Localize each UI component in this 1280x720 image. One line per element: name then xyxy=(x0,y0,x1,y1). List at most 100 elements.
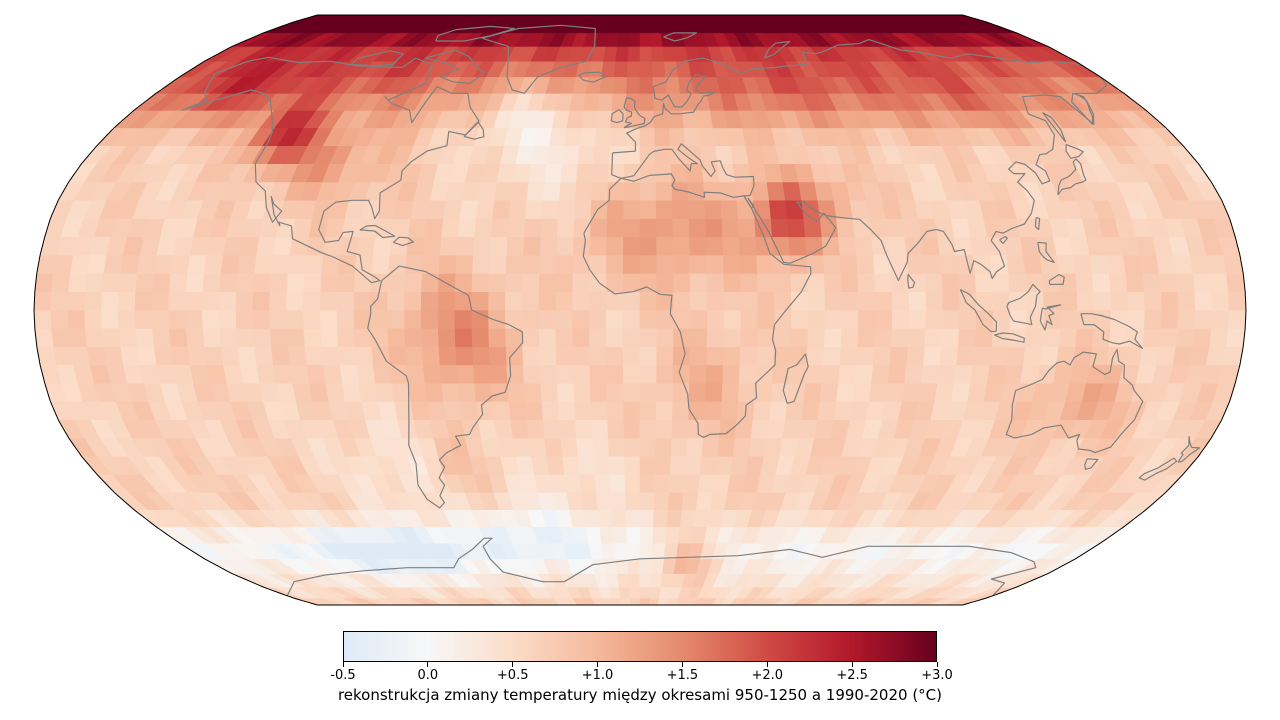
grid-cell xyxy=(151,309,170,329)
grid-cell xyxy=(202,327,222,347)
grid-cell xyxy=(937,364,957,384)
coastline xyxy=(623,97,646,129)
grid-cell xyxy=(806,346,825,366)
grid-cell xyxy=(387,327,406,347)
coastline xyxy=(1084,458,1099,470)
grid-cell xyxy=(202,309,221,329)
grid-cell xyxy=(421,273,440,293)
grid-cell xyxy=(648,597,660,605)
grid-cell xyxy=(269,291,288,311)
grid-cell xyxy=(549,474,568,493)
grid-cell xyxy=(656,382,674,402)
grid-cell xyxy=(235,291,254,311)
grid-cell xyxy=(475,401,495,421)
grid-cell xyxy=(303,291,321,311)
grid-cell xyxy=(1093,309,1112,329)
grid-cell xyxy=(353,291,372,311)
grid-cell xyxy=(1006,254,1026,274)
grid-cell xyxy=(655,401,674,421)
grid-cell xyxy=(656,364,674,384)
grid-cell xyxy=(471,327,490,347)
grid-cell xyxy=(574,199,592,219)
grid-cell xyxy=(465,15,489,23)
grid-cell xyxy=(824,309,843,329)
grid-cell xyxy=(939,254,959,274)
grid-cell xyxy=(589,309,607,329)
grid-cell xyxy=(69,346,91,366)
grid-cell xyxy=(405,346,424,366)
world-map xyxy=(33,14,1247,606)
grid-cell xyxy=(626,76,641,94)
grid-cell xyxy=(319,291,338,311)
grid-cell xyxy=(1209,273,1229,293)
grid-cell xyxy=(370,291,389,311)
grid-cell xyxy=(525,401,544,421)
grid-cell xyxy=(958,273,977,293)
grid-cell xyxy=(688,382,707,402)
grid-cell xyxy=(827,15,853,23)
grid-cell xyxy=(833,199,854,219)
grid-cell xyxy=(657,15,670,23)
grid-cell xyxy=(308,382,330,402)
grid-cell xyxy=(629,21,641,34)
grid-cell xyxy=(606,327,624,347)
grid-cell xyxy=(722,236,741,256)
grid-cell xyxy=(764,15,786,23)
grid-cell xyxy=(887,364,907,384)
grid-cell xyxy=(1059,291,1078,311)
grid-cell xyxy=(490,382,510,402)
grid-cell xyxy=(937,236,957,256)
grid-cell xyxy=(325,382,346,402)
grid-cell xyxy=(615,46,629,62)
grid-cell xyxy=(667,491,685,510)
grid-cell xyxy=(627,558,641,574)
colorbar-tick xyxy=(936,662,938,667)
grid-cell xyxy=(84,291,103,311)
grid-cell xyxy=(672,218,690,238)
coastline xyxy=(1048,273,1065,285)
grid-cell xyxy=(639,364,657,384)
grid-cell xyxy=(1211,309,1230,329)
grid-cell xyxy=(273,236,294,256)
grid-cell xyxy=(576,437,594,457)
grid-cell xyxy=(1228,291,1246,311)
grid-cell xyxy=(738,236,757,256)
grid-cell xyxy=(654,455,672,475)
grid-cell xyxy=(609,474,626,493)
grid-cell xyxy=(589,273,607,293)
grid-cell xyxy=(623,218,641,238)
grid-cell xyxy=(701,163,720,183)
grid-cell xyxy=(594,127,612,146)
grid-cell xyxy=(478,181,498,201)
grid-cell xyxy=(1156,254,1177,274)
grid-cell xyxy=(292,218,313,238)
grid-cell xyxy=(337,273,356,293)
grid-cell xyxy=(689,254,708,274)
grid-cell xyxy=(599,526,615,544)
grid-cell xyxy=(423,236,442,256)
grid-cell xyxy=(838,236,857,256)
grid-cell xyxy=(555,273,574,293)
grid-cell xyxy=(581,491,599,510)
grid-cell xyxy=(67,291,86,311)
grid-cell xyxy=(836,218,856,238)
grid-cell xyxy=(118,273,138,293)
grid-cell xyxy=(34,327,54,347)
grid-cell xyxy=(354,346,374,366)
grid-cell xyxy=(609,127,626,146)
grid-cell xyxy=(34,309,52,329)
grid-cell xyxy=(958,327,977,347)
grid-cell xyxy=(540,382,559,402)
grid-cell xyxy=(606,273,624,293)
grid-cell xyxy=(889,346,909,366)
grid-cell xyxy=(756,327,775,347)
grid-cell xyxy=(437,15,461,23)
grid-cell xyxy=(719,15,738,23)
grid-cell xyxy=(1172,254,1194,274)
grid-cell xyxy=(420,291,439,311)
grid-cell xyxy=(756,254,775,274)
grid-cell xyxy=(50,309,69,329)
grid-cell xyxy=(134,291,153,311)
grid-cell xyxy=(651,46,665,62)
grid-cell xyxy=(603,558,618,574)
